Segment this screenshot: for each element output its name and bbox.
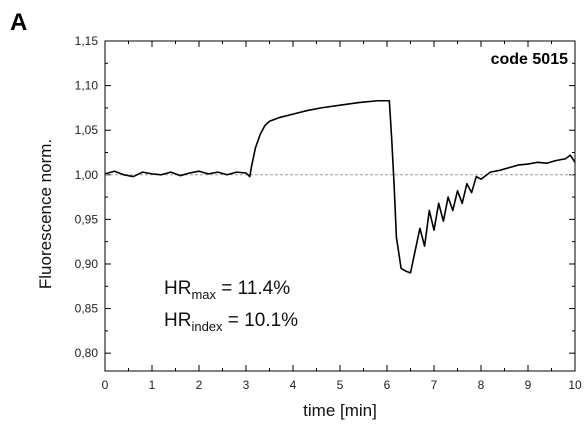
y-tick-label: 0,90 [75, 257, 99, 271]
series-layer [104, 99, 576, 274]
y-tick-label: 1,15 [75, 34, 99, 48]
hr-max-label: HRmax = 11.4% [164, 278, 290, 302]
x-tick-label: 7 [431, 378, 438, 392]
y-tick-label: 1,00 [75, 168, 99, 182]
x-tick-label: 3 [243, 378, 250, 392]
hr-max-value: = 11.4% [216, 278, 290, 299]
hr-index-base: HR [164, 310, 191, 331]
x-axis-title: time [min] [303, 401, 377, 420]
hr-index-label: HRindex = 10.1% [164, 310, 298, 334]
x-tick-label: 1 [149, 378, 156, 392]
y-tick-label: 1,10 [75, 79, 99, 93]
fluorescence-trace-line [104, 99, 576, 274]
y-axis: 0,80 0,85 0,90 0,95 1,00 1,05 1,10 1,15 [75, 34, 575, 360]
x-tick-label: 2 [196, 378, 203, 392]
hr-max-base: HR [164, 278, 191, 299]
x-axis: 0 1 2 3 4 5 6 7 8 9 10 [102, 41, 582, 392]
panel-letter: A [10, 9, 27, 36]
y-tick-label: 0,85 [75, 302, 99, 316]
y-tick-label: 0,95 [75, 212, 99, 226]
y-tick-label: 0,80 [75, 346, 99, 360]
y-tick-label: 1,05 [75, 123, 99, 137]
x-tick-label: 0 [102, 378, 109, 392]
code-label: code 5015 [491, 51, 568, 68]
hr-max-sub: max [191, 287, 216, 302]
hr-index-value: = 10.1% [223, 310, 299, 331]
x-tick-label: 5 [337, 378, 344, 392]
x-tick-label: 10 [568, 378, 582, 392]
x-tick-label: 4 [290, 378, 297, 392]
x-tick-label: 6 [384, 378, 391, 392]
x-tick-label: 9 [525, 378, 532, 392]
y-axis-title: Fluorescence norm. [36, 139, 55, 289]
hr-index-sub: index [191, 319, 223, 334]
x-tick-label: 8 [478, 378, 485, 392]
